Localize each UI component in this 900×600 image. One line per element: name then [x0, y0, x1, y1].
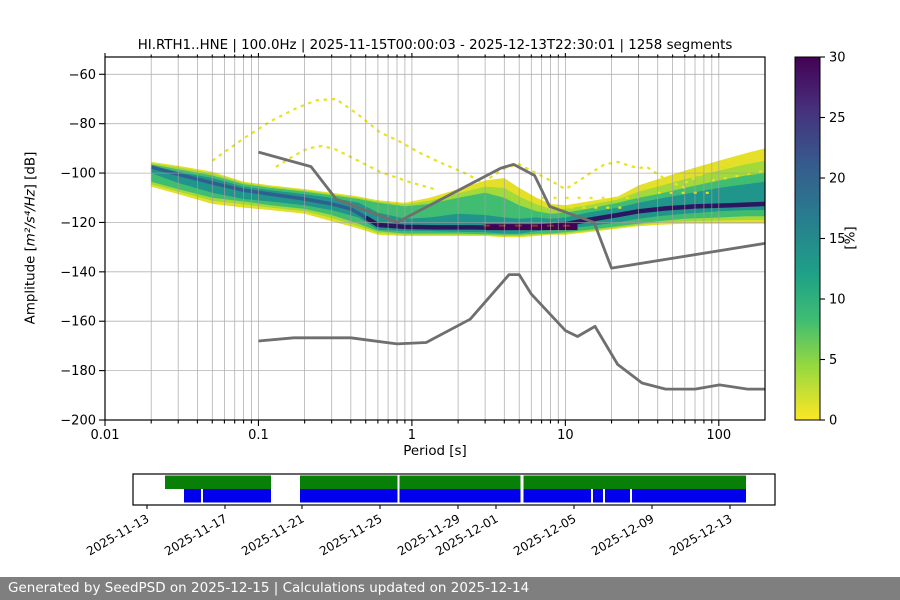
svg-text:30: 30: [829, 51, 846, 66]
coverage-blue-segment: [593, 489, 604, 503]
axes: 0.01 0.1 1 10 100 −60 −80 −100 −120 −140 −160 −180 −…: [60, 53, 766, 443]
coverage-timeline: 2025-11-13 2025-11-17 2025-11-21 2025-11-25…: [84, 473, 776, 558]
svg-text:−100: −100: [60, 167, 96, 182]
svg-text:5: 5: [829, 353, 837, 368]
colorbar: 0 5 10 15 20 25 30: [794, 51, 846, 429]
svg-text:−160: −160: [60, 315, 96, 330]
svg-text:20: 20: [829, 172, 846, 187]
timeline-date-label: 2025-12-13: [667, 511, 734, 558]
timeline-date-label: 2025-11-21: [239, 511, 306, 558]
svg-text:10: 10: [557, 428, 574, 443]
svg-text:100: 100: [706, 428, 731, 443]
coverage-blue-segment: [399, 489, 521, 503]
timeline-date-label: 2025-11-17: [162, 511, 229, 558]
svg-text:0: 0: [829, 414, 837, 429]
svg-text:25: 25: [829, 111, 846, 126]
svg-text:0.1: 0.1: [248, 428, 269, 443]
nlnm-line: [258, 273, 765, 391]
outlier-arcs: [211, 97, 766, 209]
svg-text:1: 1: [408, 428, 416, 443]
svg-text:−200: −200: [60, 414, 96, 429]
timeline-date-label: 2025-11-25: [317, 511, 384, 558]
timeline-date-label: 2025-12-05: [511, 511, 578, 558]
coverage-blue-segment: [184, 489, 202, 503]
timeline-date-label: 2025-11-13: [84, 511, 151, 558]
svg-text:0.01: 0.01: [91, 428, 120, 443]
plot-title: HI.RTH1..HNE | 100.0Hz | 2025-11-15T00:0…: [137, 38, 733, 53]
coverage-green-segment: [300, 475, 398, 489]
x-axis-label: Period [s]: [403, 444, 467, 459]
svg-text:−140: −140: [60, 265, 96, 280]
svg-text:10: 10: [829, 293, 846, 308]
ppsd-core-head: [150, 165, 367, 220]
coverage-blue-segment: [203, 489, 271, 503]
coverage-blue-segment: [523, 489, 591, 503]
footer-bar: Generated by SeedPSD on 2025-12-15 | Cal…: [0, 577, 900, 600]
coverage-blue-segment: [632, 489, 746, 503]
coverage-green-segment: [399, 475, 521, 489]
outlier-arc: [684, 148, 766, 184]
noise-model-lines: [258, 150, 766, 391]
svg-text:−120: −120: [60, 216, 96, 231]
nhnm-line: [258, 150, 766, 270]
outlier-arc: [211, 97, 486, 186]
coverage-blue-segment: [300, 489, 398, 503]
coverage-green-segment: [165, 475, 272, 489]
timeline-date-label: 2025-12-09: [589, 511, 656, 558]
svg-text:15: 15: [829, 232, 846, 247]
outlier-arc: [275, 144, 435, 191]
svg-text:−180: −180: [60, 364, 96, 379]
svg-text:−60: −60: [69, 68, 96, 83]
coverage-green-segment: [523, 475, 746, 489]
coverage-blue-segment: [605, 489, 630, 503]
svg-text:−80: −80: [69, 117, 96, 132]
